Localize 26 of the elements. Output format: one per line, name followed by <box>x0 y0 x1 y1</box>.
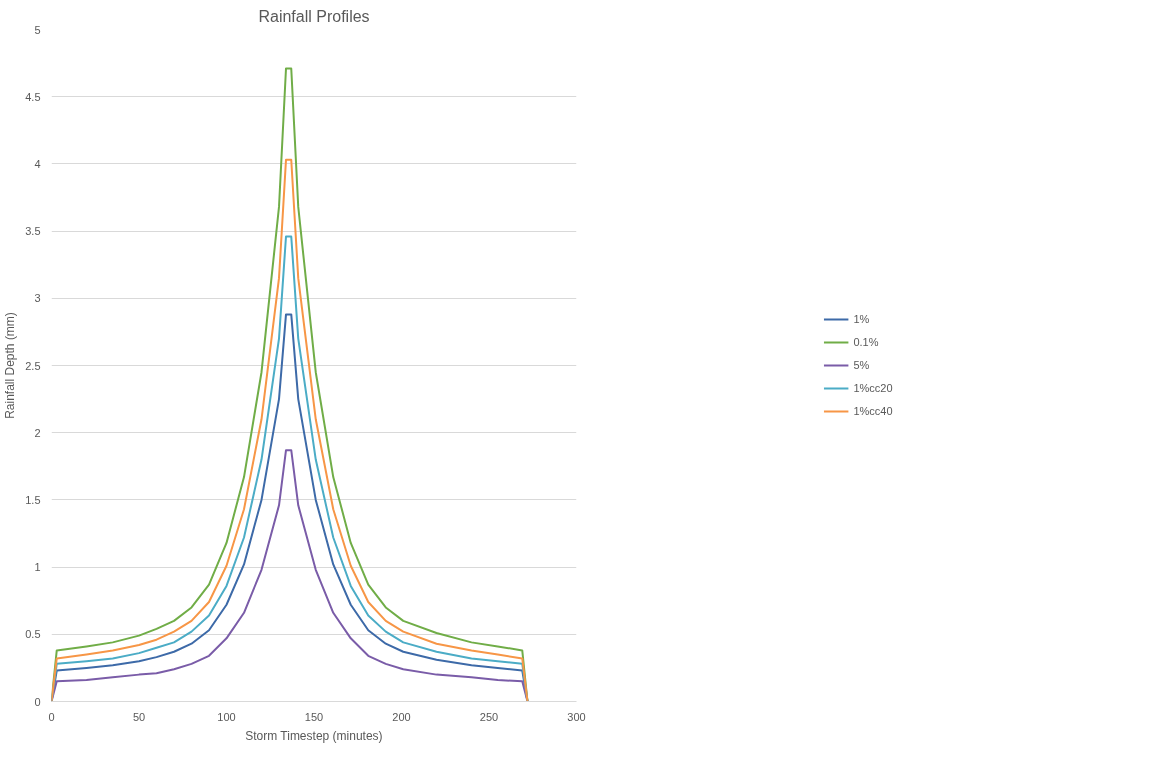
legend-label: 1%cc40 <box>853 405 893 417</box>
y-tick-label: 3.5 <box>25 225 41 238</box>
legend-label: 5% <box>853 359 871 371</box>
y-tick-label: 4 <box>34 157 41 170</box>
x-tick-label: 200 <box>392 710 411 723</box>
y-axis-title: Rainfall Depth (mm) <box>3 312 18 419</box>
x-tick-label: 50 <box>132 710 146 723</box>
legend-label: 1%cc20 <box>853 382 893 394</box>
x-tick-label: 0 <box>48 710 55 723</box>
y-tick-label: 0 <box>34 695 41 708</box>
x-tick-label: 150 <box>304 710 324 723</box>
y-tick-label: 1.5 <box>25 493 41 506</box>
x-tick-label: 100 <box>217 710 236 723</box>
chart-title: Rainfall Profiles <box>258 7 370 25</box>
legend-label: 1% <box>853 313 871 325</box>
y-tick-label: 2 <box>34 426 41 439</box>
x-tick-label: 250 <box>479 710 499 723</box>
y-tick-label: 2.5 <box>25 359 41 372</box>
x-axis-title: Storm Timestep (minutes) <box>245 728 383 743</box>
y-tick-label: 0.5 <box>25 628 41 641</box>
x-tick-label: 300 <box>567 710 586 723</box>
y-tick-label: 5 <box>34 23 41 36</box>
y-tick-label: 4.5 <box>25 90 41 103</box>
legend-label: 0.1% <box>853 336 879 348</box>
y-tick-label: 1 <box>34 561 41 574</box>
y-tick-label: 3 <box>34 292 41 305</box>
